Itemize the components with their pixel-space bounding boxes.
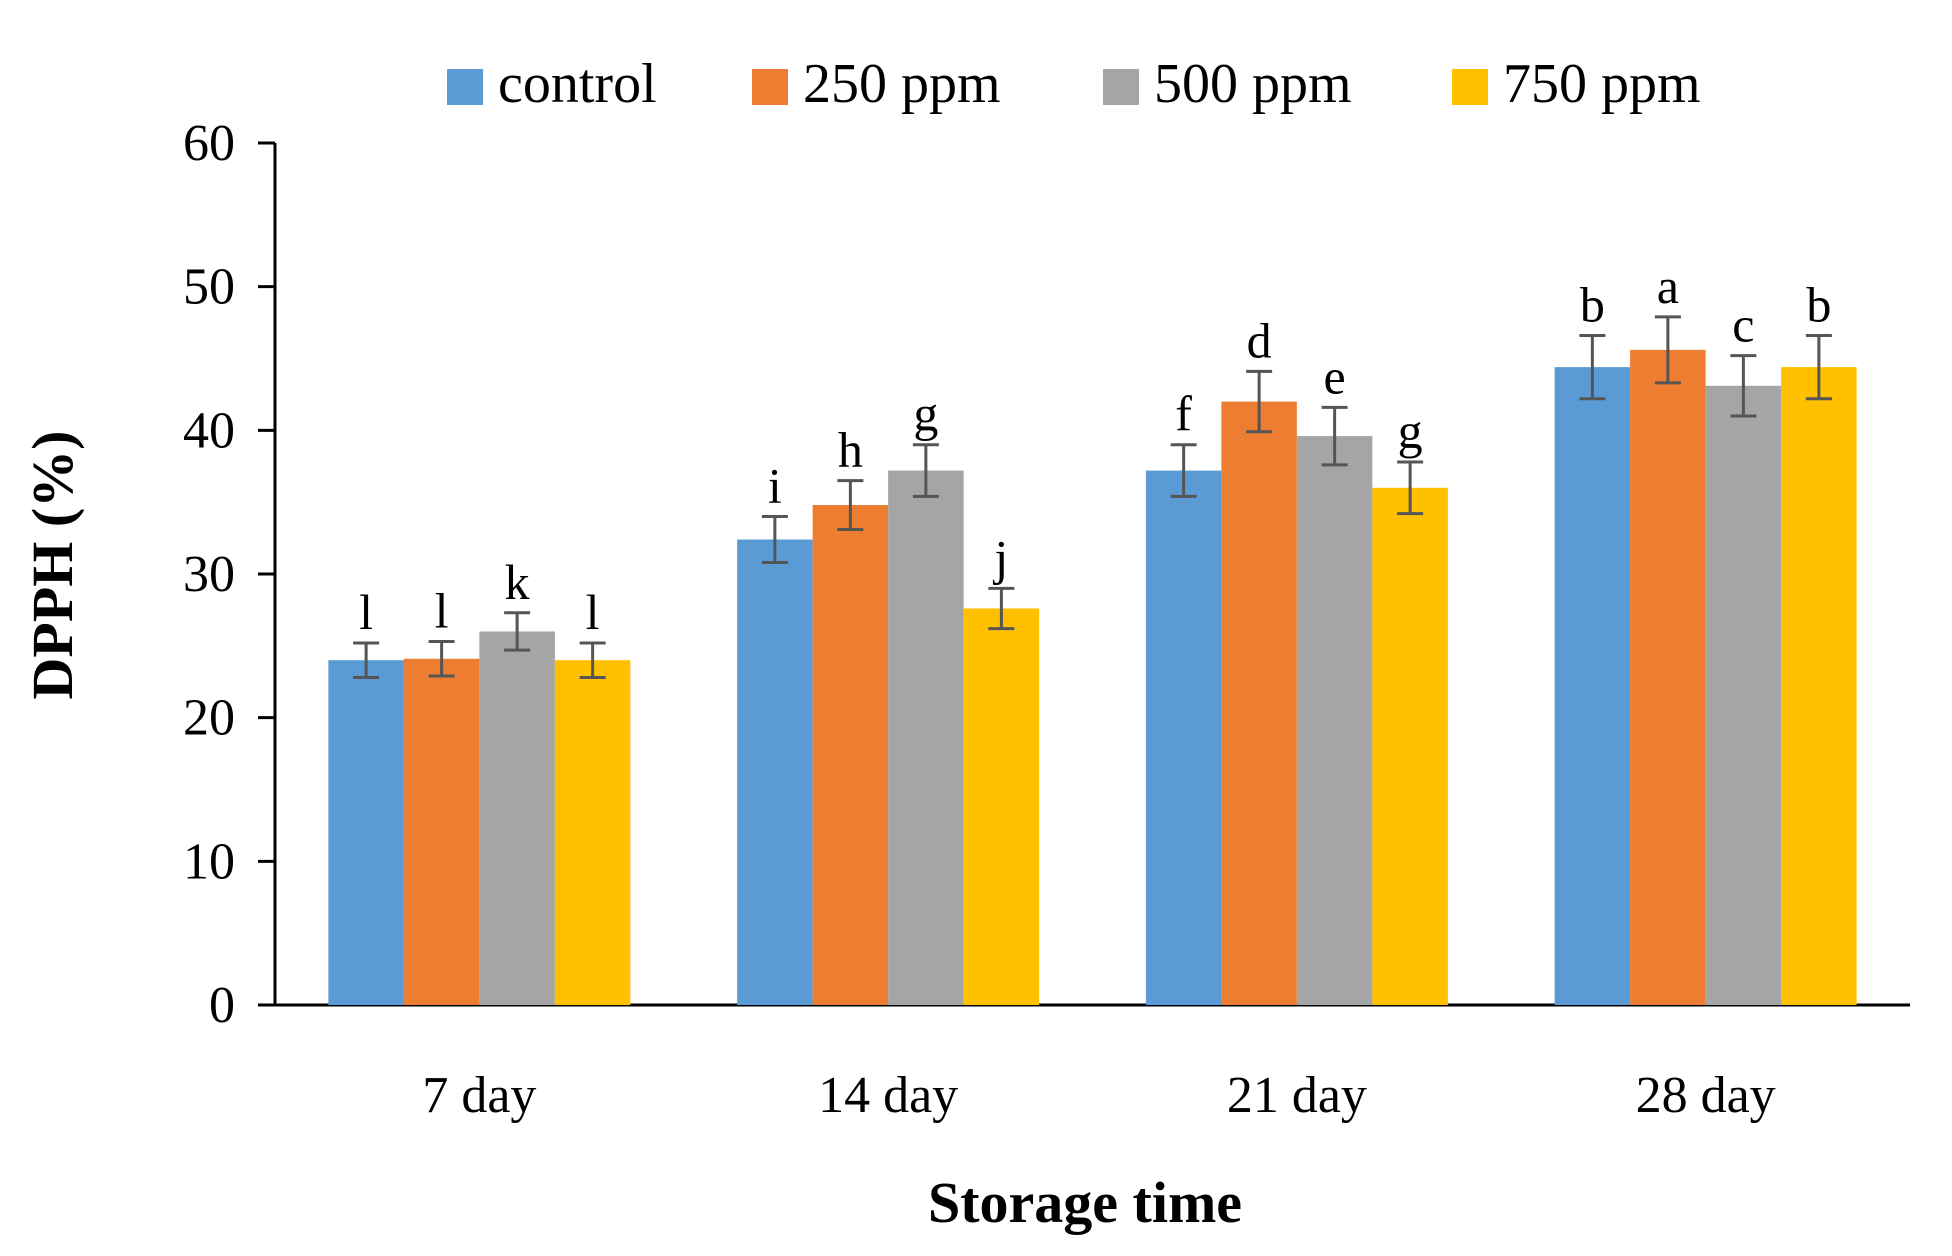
bar bbox=[737, 539, 813, 1005]
significance-label: b bbox=[1806, 277, 1831, 333]
bar bbox=[1296, 436, 1373, 1006]
significance-label: e bbox=[1324, 348, 1346, 404]
bar bbox=[1554, 367, 1631, 1005]
significance-label: f bbox=[1175, 386, 1192, 442]
bar bbox=[554, 660, 631, 1005]
bar bbox=[1221, 401, 1297, 1006]
x-axis: 7 day 14 day 21 day 28 day bbox=[258, 1003, 1910, 1124]
x-axis-title: Storage time bbox=[928, 1170, 1242, 1235]
y-axis: 0 10 20 30 40 50 60 bbox=[183, 115, 277, 1034]
bars bbox=[328, 349, 1857, 1006]
significance-label: i bbox=[768, 458, 782, 514]
significance-label: c bbox=[1732, 297, 1754, 353]
bar bbox=[328, 660, 404, 1005]
y-tick-label: 60 bbox=[183, 115, 235, 172]
bar bbox=[1630, 349, 1706, 1005]
legend-swatch bbox=[1452, 69, 1488, 105]
bar bbox=[1145, 470, 1222, 1005]
x-tick-label: 28 day bbox=[1636, 1067, 1776, 1124]
significance-label: l bbox=[359, 584, 373, 640]
significance-label: g bbox=[1398, 403, 1423, 459]
y-tick-label: 0 bbox=[209, 977, 235, 1034]
legend: control 250 ppm 500 ppm 750 ppm bbox=[447, 53, 1701, 115]
y-tick-label: 20 bbox=[183, 690, 235, 747]
legend-swatch bbox=[752, 69, 788, 105]
y-axis-title: DPPH (%) bbox=[20, 431, 85, 700]
bar bbox=[1781, 367, 1857, 1005]
y-tick-label: 40 bbox=[183, 402, 235, 459]
significance-label: b bbox=[1580, 277, 1605, 333]
x-tick-label: 21 day bbox=[1227, 1067, 1367, 1124]
bar bbox=[1705, 385, 1782, 1006]
error-bars bbox=[353, 315, 1832, 679]
y-tick-label: 10 bbox=[183, 833, 235, 890]
bar bbox=[888, 470, 964, 1005]
significance-label: l bbox=[586, 584, 600, 640]
significance-label: l bbox=[435, 583, 449, 639]
bar bbox=[1372, 487, 1448, 1005]
legend-label: 250 ppm bbox=[803, 53, 1001, 115]
y-tick-label: 30 bbox=[183, 546, 235, 603]
legend-swatch bbox=[447, 69, 483, 105]
legend-label: control bbox=[498, 53, 657, 115]
legend-label: 500 ppm bbox=[1154, 53, 1352, 115]
legend-label: 750 ppm bbox=[1503, 53, 1701, 115]
y-tick-label: 50 bbox=[183, 259, 235, 316]
significance-label: k bbox=[505, 554, 530, 610]
significance-label: d bbox=[1247, 312, 1272, 368]
bar bbox=[963, 608, 1040, 1005]
x-tick-label: 7 day bbox=[422, 1067, 536, 1124]
x-tick-label: 14 day bbox=[818, 1067, 958, 1124]
bar bbox=[479, 631, 555, 1005]
legend-swatch bbox=[1103, 69, 1139, 105]
bar bbox=[812, 505, 889, 1005]
significance-label: j bbox=[992, 529, 1008, 585]
bar bbox=[403, 658, 480, 1005]
significance-label: h bbox=[838, 422, 863, 478]
significance-label: g bbox=[913, 386, 938, 442]
significance-label: a bbox=[1657, 258, 1679, 314]
